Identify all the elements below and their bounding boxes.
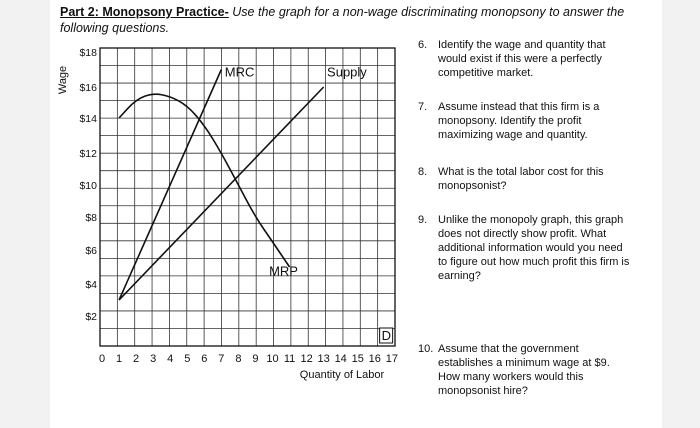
y-tick-label: $2 <box>85 311 97 323</box>
x-tick-label: 3 <box>150 353 156 365</box>
x-tick-label: 11 <box>284 353 295 365</box>
x-tick-label: 16 <box>369 353 381 365</box>
question-number: 6. <box>418 39 428 51</box>
annotation-supply: Supply <box>327 65 367 80</box>
y-tick-label: $16 <box>79 82 97 94</box>
x-tick-label: 5 <box>184 353 190 365</box>
question-number: 7. <box>418 101 428 113</box>
x-tick-label: 0 <box>99 353 105 365</box>
x-tick-label: 9 <box>252 353 258 365</box>
series-mrp-line <box>118 93 291 268</box>
x-tick-label: 15 <box>352 353 364 365</box>
x-tick-label: 4 <box>167 353 173 365</box>
x-tick-label: 7 <box>218 353 224 365</box>
x-tick-label: 1 <box>116 353 122 365</box>
y-tick-label: $6 <box>85 245 97 257</box>
x-tick-label: 8 <box>235 353 241 365</box>
x-tick-label: 14 <box>335 353 347 365</box>
y-tick-label: $14 <box>79 113 97 125</box>
question-text: Assume instead that this firm is a monop… <box>438 101 600 141</box>
question-number: 8. <box>418 166 428 178</box>
x-tick-label: 6 <box>201 353 207 365</box>
y-axis-label: Wage <box>57 66 69 94</box>
question-text: Assume that the government establishes a… <box>438 343 610 397</box>
chart-grid <box>99 47 396 347</box>
y-tick-label: $4 <box>85 279 97 291</box>
question-text: What is the total labor cost for this mo… <box>438 166 604 192</box>
y-tick-label: $10 <box>79 180 97 192</box>
annotation-d-box <box>379 327 394 344</box>
series-mrc-line <box>118 69 223 301</box>
instructions: Use the graph for a non-wage discriminat… <box>60 5 625 35</box>
question-text: Unlike the monopoly graph, this graph do… <box>438 214 630 282</box>
x-tick-label: 12 <box>300 353 312 365</box>
series-supply-line <box>118 86 325 301</box>
chart-ticks: 0 1 2 3 4 5 6 7 8 9 10 11 12 13 14 15 16 17$2$4$6$8$10$12… <box>79 47 398 365</box>
x-tick-label: 10 <box>266 353 278 365</box>
plot-frame <box>99 47 396 347</box>
part-title: Part 2: Monopsony Practice- <box>60 5 229 19</box>
y-tick-label: $18 <box>79 47 97 59</box>
question-text: Identify the wage and quantity that woul… <box>438 39 606 79</box>
worksheet-header: Part 2: Monopsony Practice- Use the grap… <box>60 4 640 36</box>
y-tick-label: $12 <box>79 148 97 160</box>
question-number: 10. <box>418 343 434 355</box>
x-tick-label: 2 <box>133 353 139 365</box>
annotation-mrc: MRC <box>225 65 255 80</box>
x-tick-label: 17 <box>386 353 398 365</box>
chart-annotations: MRC Supply MRP D <box>225 65 394 344</box>
x-axis-label: Quantity of Labor <box>300 369 385 381</box>
chart-series <box>118 69 325 301</box>
annotation-mrp: MRP <box>269 264 298 279</box>
x-tick-label: 13 <box>318 353 330 365</box>
annotation-d: D <box>382 328 391 343</box>
y-tick-label: $8 <box>85 212 97 224</box>
question-number: 9. <box>418 214 428 226</box>
